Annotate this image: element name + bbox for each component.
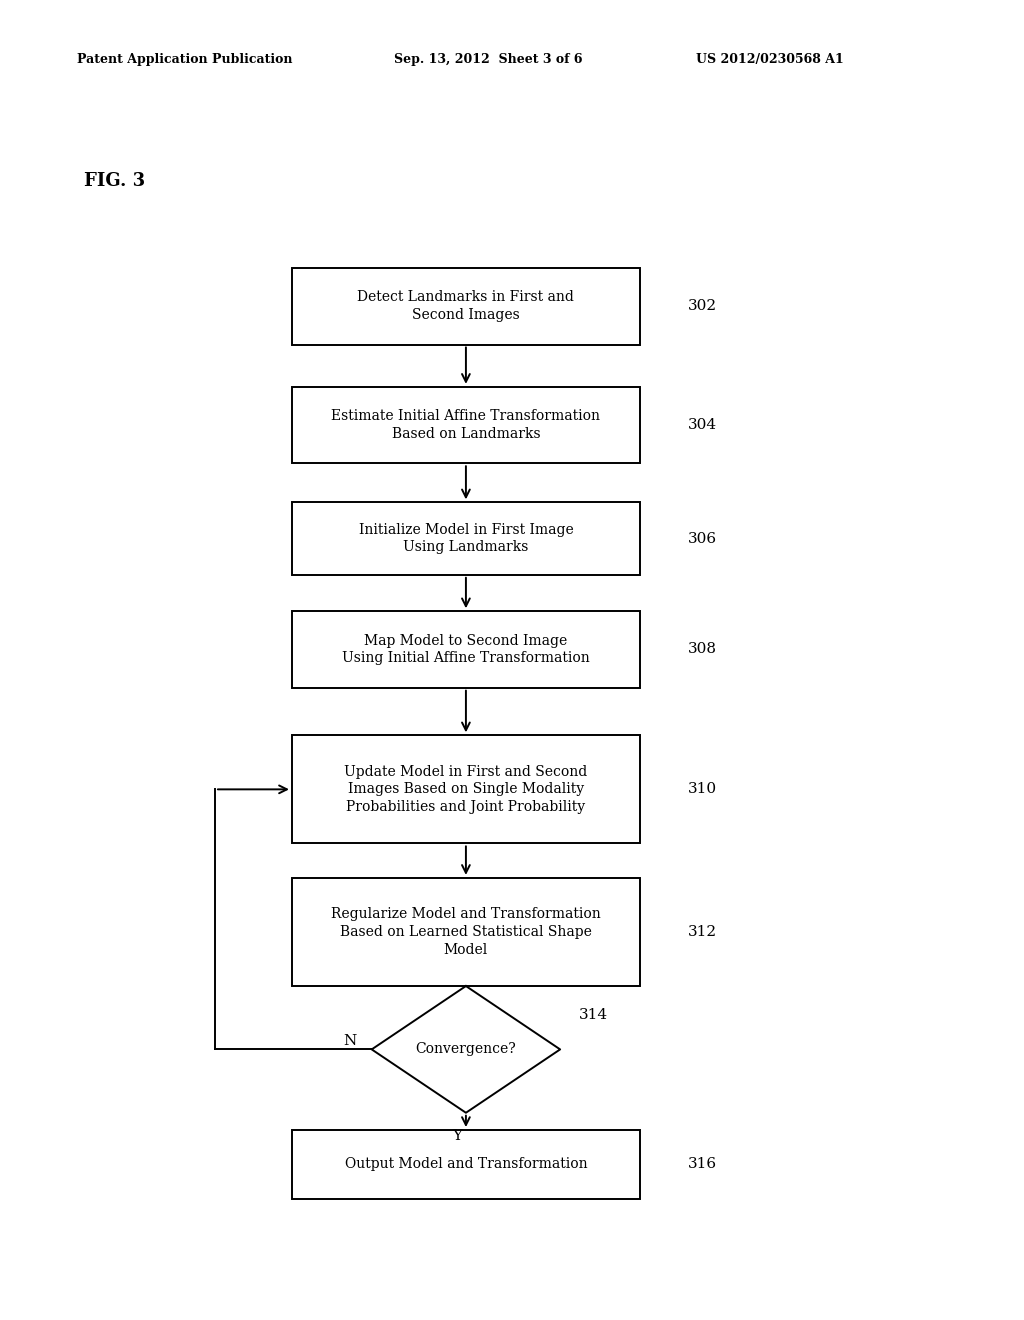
FancyBboxPatch shape	[292, 878, 640, 986]
Text: Map Model to Second Image
Using Initial Affine Transformation: Map Model to Second Image Using Initial …	[342, 634, 590, 665]
FancyBboxPatch shape	[292, 611, 640, 688]
FancyBboxPatch shape	[292, 268, 640, 345]
Text: 312: 312	[688, 925, 717, 939]
Text: 314: 314	[579, 1007, 607, 1022]
Text: Update Model in First and Second
Images Based on Single Modality
Probabilities a: Update Model in First and Second Images …	[344, 764, 588, 814]
FancyBboxPatch shape	[292, 502, 640, 576]
Text: 302: 302	[688, 300, 717, 313]
Text: 306: 306	[688, 532, 717, 545]
FancyBboxPatch shape	[292, 735, 640, 843]
Text: FIG. 3: FIG. 3	[84, 172, 145, 190]
Text: Output Model and Transformation: Output Model and Transformation	[345, 1158, 587, 1171]
Text: 310: 310	[688, 783, 717, 796]
Text: Patent Application Publication: Patent Application Publication	[77, 53, 292, 66]
Text: US 2012/0230568 A1: US 2012/0230568 A1	[696, 53, 844, 66]
Text: Detect Landmarks in First and
Second Images: Detect Landmarks in First and Second Ima…	[357, 290, 574, 322]
Text: Regularize Model and Transformation
Based on Learned Statistical Shape
Model: Regularize Model and Transformation Base…	[331, 907, 601, 957]
Text: Initialize Model in First Image
Using Landmarks: Initialize Model in First Image Using La…	[358, 523, 573, 554]
FancyBboxPatch shape	[292, 387, 640, 463]
Text: N: N	[343, 1035, 356, 1048]
Text: Sep. 13, 2012  Sheet 3 of 6: Sep. 13, 2012 Sheet 3 of 6	[394, 53, 583, 66]
Text: Convergence?: Convergence?	[416, 1043, 516, 1056]
Text: 304: 304	[688, 418, 717, 432]
Polygon shape	[372, 986, 560, 1113]
Text: Estimate Initial Affine Transformation
Based on Landmarks: Estimate Initial Affine Transformation B…	[332, 409, 600, 441]
Text: Y: Y	[453, 1129, 463, 1143]
Text: 316: 316	[688, 1158, 717, 1171]
FancyBboxPatch shape	[292, 1130, 640, 1199]
Text: 308: 308	[688, 643, 717, 656]
